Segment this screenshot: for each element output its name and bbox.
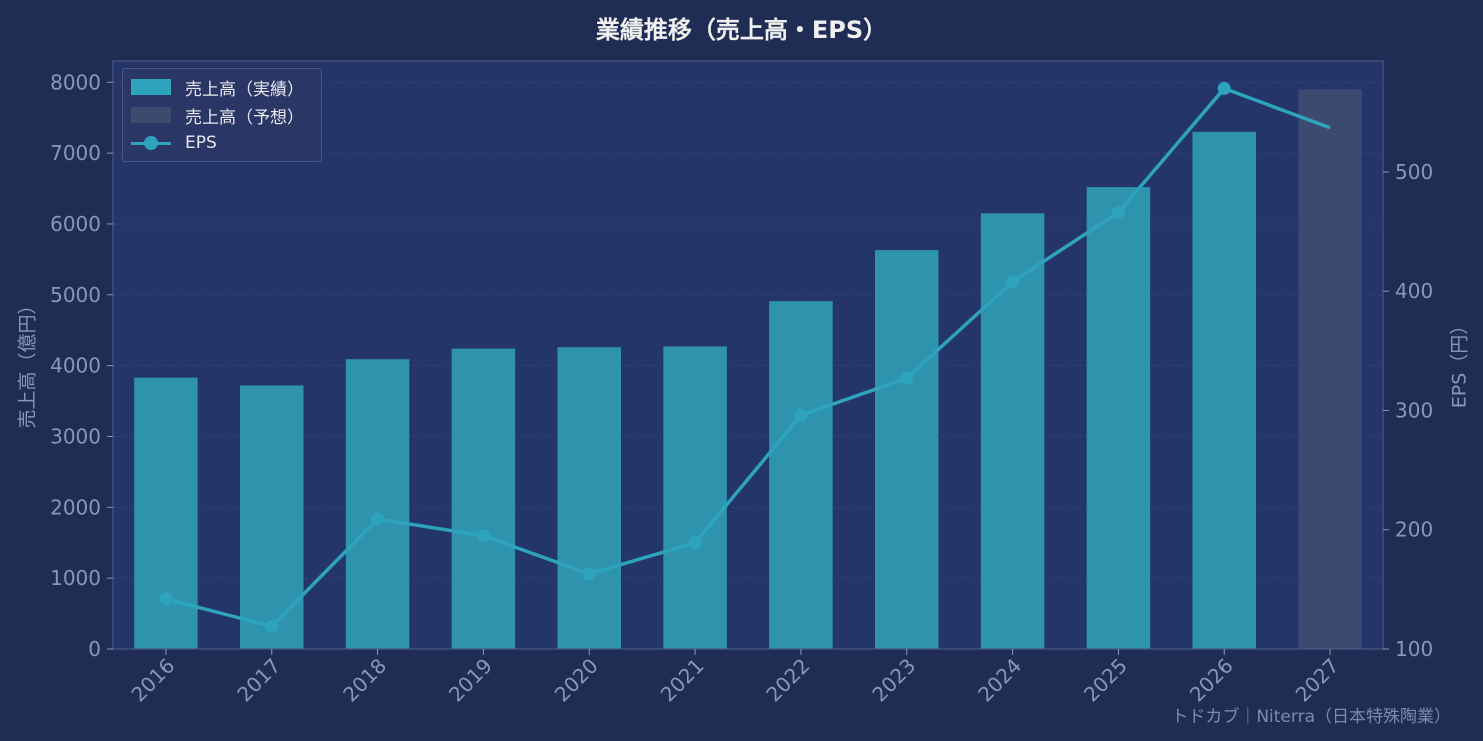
x-tick-label: 2020 [550, 654, 603, 707]
watermark: トドカブ｜Niterra（日本特殊陶業） [1171, 707, 1451, 727]
bar-forecast-2027 [1298, 89, 1362, 650]
legend-item-eps: EPS [131, 131, 217, 155]
y2-tick-label: 200 [1395, 518, 1433, 542]
bar-actual-2023 [875, 250, 939, 650]
legend-label-forecast: 売上高（予想） [185, 107, 304, 128]
eps-point-2026 [1217, 81, 1231, 95]
y2-tick-label: 400 [1395, 279, 1433, 303]
y-tick-label: 8000 [50, 70, 101, 94]
eps-point-2021 [688, 536, 702, 550]
legend-label-actual: 売上高（実績） [185, 79, 304, 100]
eps-line [165, 86, 1331, 629]
y-tick-label: 4000 [50, 354, 101, 378]
x-tick-label: 2016 [126, 654, 179, 707]
x-tick-label: 2027 [1291, 654, 1344, 707]
y-tick-label: 5000 [50, 283, 101, 307]
y2-tick-label: 500 [1395, 160, 1433, 184]
eps-point-2016 [159, 592, 173, 606]
x-tick-label: 2024 [973, 654, 1026, 707]
plot-area [113, 61, 1383, 649]
bar-actual-2016 [134, 377, 198, 649]
x-tick-label: 2025 [1079, 654, 1132, 707]
x-tick-label: 2017 [232, 654, 285, 707]
y-axis-label-left: 売上高（億円） [16, 295, 39, 429]
eps-point-2019 [476, 529, 490, 543]
legend-item-actual: 売上高（実績） [131, 75, 304, 100]
chart-legend: 売上高（実績） 売上高（予想） EPS [122, 68, 322, 162]
legend-swatch-forecast [131, 107, 171, 123]
bar-actual-2020 [557, 347, 621, 649]
y-tick-label: 7000 [50, 141, 101, 165]
legend-label-eps: EPS [185, 133, 217, 153]
x-tick-label: 2021 [656, 654, 709, 707]
eps-point-2020 [582, 567, 596, 581]
y2-tick-label: 100 [1395, 637, 1433, 661]
x-tick-label: 2023 [867, 654, 920, 707]
eps-point-2018 [371, 512, 385, 526]
y-axis-label-right: EPS（円） [1448, 315, 1471, 409]
y-tick-label: 2000 [50, 495, 101, 519]
eps-point-2024 [1006, 275, 1020, 289]
bar-actual-2022 [769, 301, 833, 649]
x-tick-label: 2019 [444, 654, 497, 707]
y-tick-label: 0 [88, 637, 101, 661]
chart-title: 業績推移（売上高・EPS） [595, 16, 888, 44]
bar-actual-2026 [1192, 131, 1256, 649]
x-tick-label: 2026 [1185, 654, 1238, 707]
eps-point-2022 [794, 408, 808, 422]
plot-frame [112, 60, 1384, 650]
bar-actual-2017 [240, 385, 304, 649]
bar-actual-2025 [1086, 187, 1151, 650]
bar-actual-2021 [663, 346, 727, 649]
y2-tick-label: 300 [1395, 398, 1433, 422]
eps-point-2017 [265, 619, 279, 633]
bar-actual-2019 [451, 348, 516, 649]
y-tick-label: 6000 [50, 212, 101, 236]
eps-point-2023 [900, 371, 914, 385]
legend-swatch-actual [131, 79, 171, 95]
eps-point-2025 [1111, 205, 1125, 219]
bar-actual-2018 [345, 359, 410, 649]
legend-item-forecast: 売上高（予想） [131, 103, 304, 128]
y-tick-label: 3000 [50, 424, 101, 448]
x-tick-label: 2022 [761, 654, 814, 707]
legend-swatch-eps [131, 135, 171, 151]
y-tick-label: 1000 [50, 566, 101, 590]
x-tick-label: 2018 [338, 654, 391, 707]
